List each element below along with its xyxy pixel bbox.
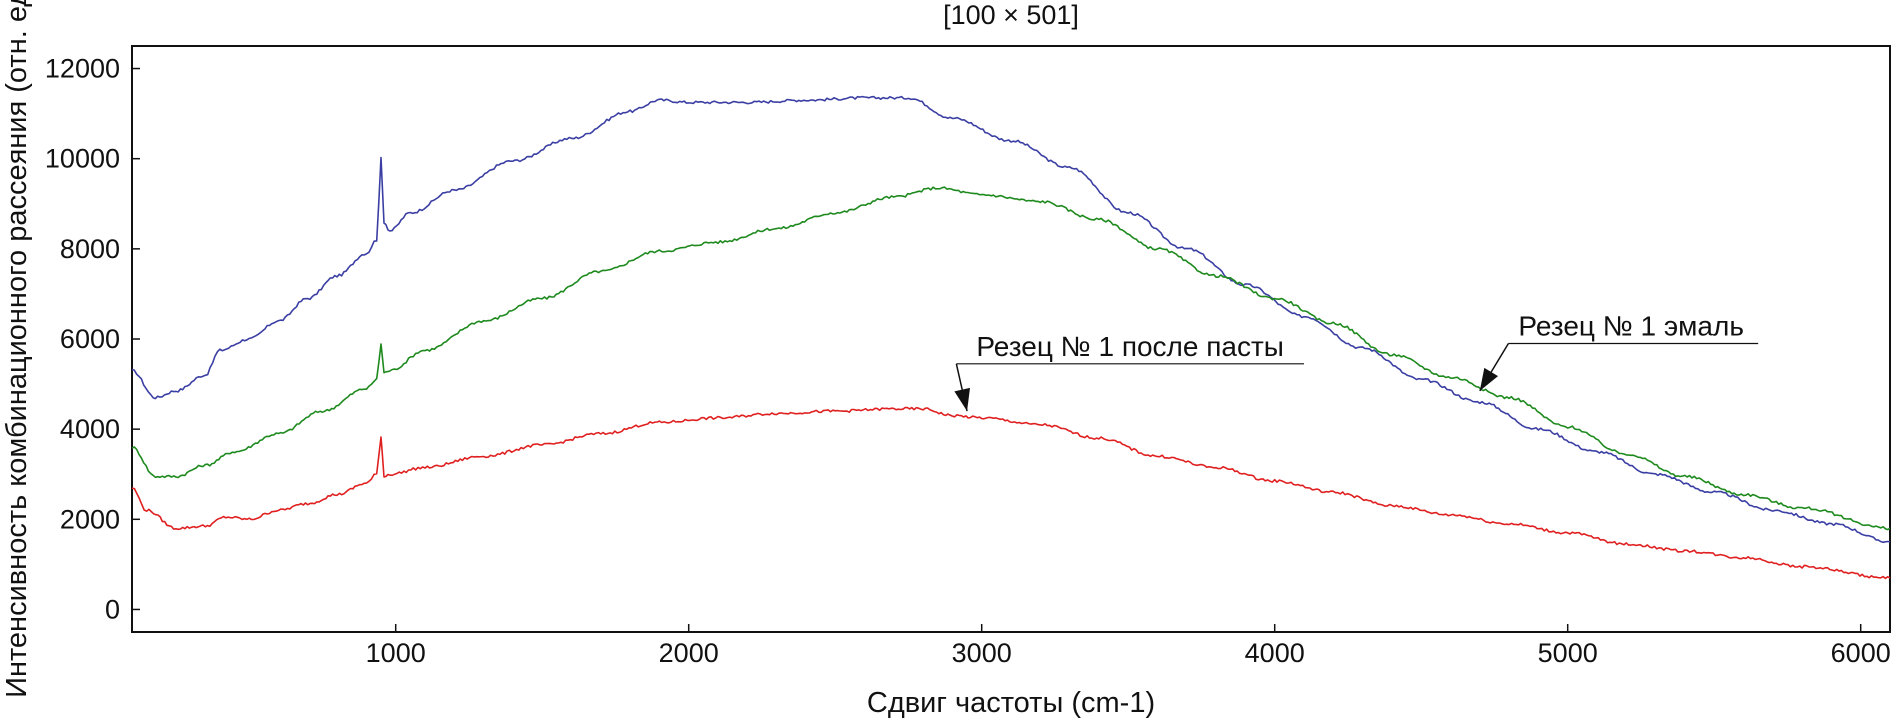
annotation-1-label: Резец № 1 после пасты bbox=[976, 331, 1284, 362]
x-tick-label: 2000 bbox=[659, 638, 719, 668]
annotation-2-arrowhead bbox=[1479, 367, 1499, 391]
series-line-3 bbox=[131, 406, 1891, 580]
x-tick-label: 3000 bbox=[952, 638, 1012, 668]
y-tick-label: 2000 bbox=[60, 504, 120, 534]
x-axis: 1000 2000 3000 4000 5000 6000 bbox=[366, 624, 1891, 668]
x-axis-title: Сдвиг частоты (cm-1) bbox=[867, 687, 1155, 719]
chart-title: [100 × 501] bbox=[943, 0, 1079, 30]
x-tick-label: 6000 bbox=[1831, 638, 1891, 668]
annotation-2-label: Резец № 1 эмаль bbox=[1518, 311, 1744, 342]
y-tick-label: 6000 bbox=[60, 324, 120, 354]
x-tick-label: 5000 bbox=[1538, 638, 1598, 668]
annotation-layer: Резец № 1 после пасты Резец № 1 эмаль bbox=[954, 311, 1759, 412]
series-layer bbox=[131, 95, 1891, 580]
series-line-1 bbox=[131, 95, 1891, 544]
annotation-1-arrowhead bbox=[954, 387, 971, 412]
y-axis: 0 2000 4000 6000 8000 10000 12000 bbox=[45, 54, 140, 624]
y-tick-label: 4000 bbox=[60, 414, 120, 444]
x-tick-label: 1000 bbox=[366, 638, 426, 668]
x-tick-label: 4000 bbox=[1245, 638, 1305, 668]
y-tick-label: 12000 bbox=[45, 54, 120, 84]
series-line-2 bbox=[131, 186, 1891, 531]
y-tick-label: 10000 bbox=[45, 144, 120, 174]
y-tick-label: 0 bbox=[105, 594, 120, 624]
y-tick-label: 8000 bbox=[60, 234, 120, 264]
y-axis-title: Интенсивность комбинационного рассеяния … bbox=[1, 0, 33, 698]
